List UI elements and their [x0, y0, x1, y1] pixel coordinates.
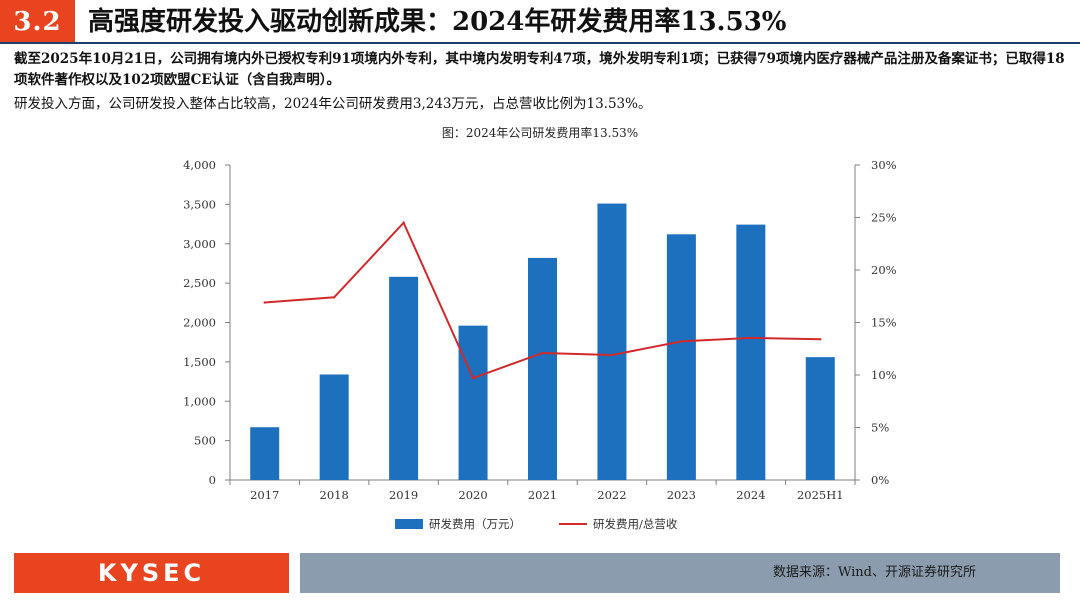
- x-tick-label: 2024: [736, 488, 765, 502]
- rd-ratio-point-2019: [402, 221, 405, 224]
- x-tick-label: 2021: [528, 488, 557, 502]
- right-tick-label: 30%: [871, 158, 897, 172]
- section-number: 3.2: [0, 0, 75, 44]
- right-tick-label: 15%: [871, 316, 897, 330]
- rd-ratio-point-2024: [749, 336, 753, 340]
- right-tick-label: 5%: [871, 421, 889, 435]
- bar-2018: [319, 374, 349, 480]
- page-title: 高强度研发投入驱动创新成果：2024年研发费用率13.53%: [88, 7, 787, 37]
- rd-investment-paragraph: 研发投入方面，公司研发投入整体占比较高，2024年公司研发费用3,243万元，占…: [14, 96, 652, 112]
- rd-ratio-point-2017: [263, 301, 266, 304]
- bar-2017: [250, 427, 280, 480]
- rd-ratio-point-2025H1: [819, 338, 822, 341]
- left-tick-label: 1,000: [183, 394, 216, 408]
- bar-2022: [597, 203, 627, 480]
- left-tick-label: 4,000: [183, 158, 216, 172]
- chart-svg: 图：2024年公司研发费用率13.53% 0 500 1,000 1,500 2,000 2…: [183, 125, 897, 531]
- logo-text: KYSEC: [97, 559, 206, 587]
- bar-2019: [389, 276, 419, 480]
- bar-2023: [666, 234, 696, 480]
- rd-ratio-point-2021: [541, 351, 544, 355]
- left-tick-label: 2,000: [183, 316, 216, 330]
- bar-2024: [736, 224, 766, 480]
- chart-title: 图：2024年公司研发费用率13.53%: [442, 125, 638, 140]
- legend-line-label: 研发费用/总营收: [593, 517, 678, 531]
- x-tick-label: 2022: [597, 488, 626, 502]
- right-tick-label: 20%: [871, 263, 897, 277]
- x-tick-label: 2020: [458, 488, 487, 502]
- kysec-logo: KYSEC: [14, 553, 289, 593]
- title-bar: 3.2 高强度研发投入驱动创新成果：2024年研发费用率13.53%: [0, 0, 1080, 44]
- x-tick-label: 2023: [667, 488, 696, 502]
- rd-ratio-point-2018: [332, 296, 336, 299]
- left-tick-label: 2,500: [183, 276, 216, 290]
- x-tick-label: 2019: [389, 488, 418, 502]
- legend-bar-swatch: [395, 519, 423, 529]
- left-tick-label: 3,000: [183, 237, 216, 251]
- data-source: 数据来源：Wind、开源证券研究所: [773, 565, 976, 580]
- right-tick-label: 10%: [871, 368, 897, 382]
- x-tick-label: 2017: [250, 488, 279, 502]
- bar-2021: [528, 257, 557, 480]
- rd-expense-chart: 图：2024年公司研发费用率13.53% 0 500 1,000 1,500 2,000 2…: [0, 120, 1080, 550]
- legend-bar-label: 研发费用（万元）: [429, 517, 521, 531]
- right-tick-label: 0%: [871, 473, 889, 487]
- footer: KYSEC 数据来源：Wind、开源证券研究所: [0, 553, 1080, 593]
- bar-2020: [458, 325, 488, 480]
- rd-ratio-point-2020: [471, 376, 475, 380]
- left-tick-label: 3,500: [183, 197, 216, 211]
- left-tick-label: 1,500: [183, 355, 216, 369]
- rd-ratio-point-2023: [680, 340, 683, 343]
- x-tick-label: 2018: [320, 488, 349, 502]
- bar-2025H1: [805, 357, 835, 480]
- title-divider: [0, 42, 1080, 44]
- rd-ratio-point-2022: [610, 353, 614, 357]
- x-tick-label: 2025H1: [797, 488, 844, 502]
- source-bar: 数据来源：Wind、开源证券研究所: [300, 553, 1060, 593]
- right-tick-label: 25%: [871, 211, 897, 225]
- patent-summary-paragraph: 截至2025年10月21日，公司拥有境内外已授权专利91项境内外专利，其中境内发…: [14, 51, 1065, 88]
- left-tick-label: 0: [209, 473, 216, 487]
- left-tick-label: 500: [194, 434, 216, 448]
